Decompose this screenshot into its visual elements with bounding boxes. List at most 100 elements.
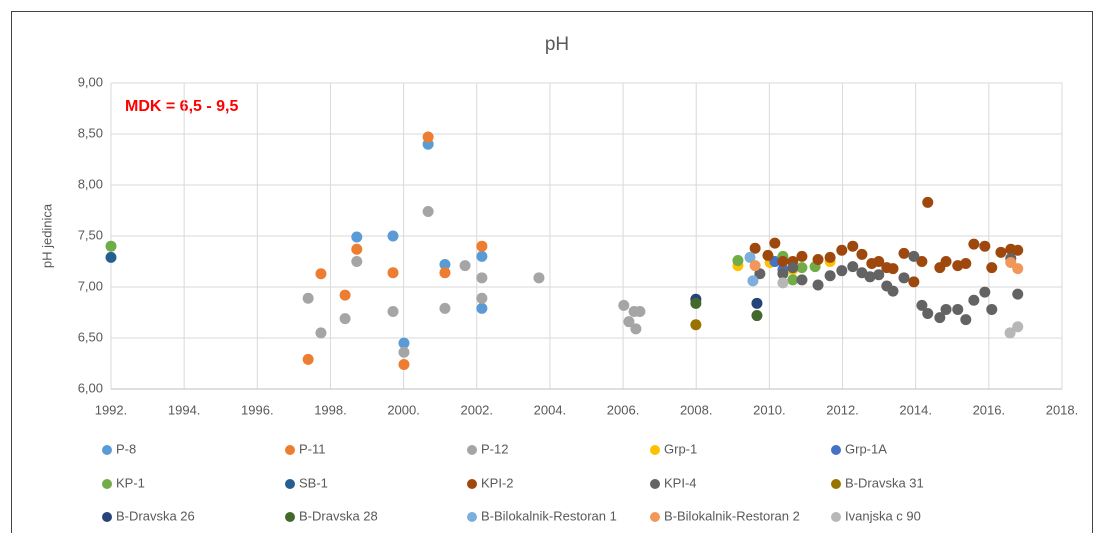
point — [422, 206, 434, 218]
point — [922, 308, 934, 320]
legend-label: B-Dravska 28 — [299, 508, 378, 523]
legend-label: Ivanjska c 90 — [845, 508, 921, 523]
legend-label: P-12 — [481, 441, 508, 456]
point — [777, 268, 789, 280]
point — [749, 242, 761, 254]
point — [916, 299, 928, 311]
x-tick-label: 2008. — [680, 402, 713, 417]
point — [315, 327, 327, 339]
point — [796, 262, 808, 274]
legend-marker — [650, 479, 660, 489]
x-tick-label: 1992. — [95, 402, 128, 417]
point — [940, 303, 952, 315]
point — [398, 337, 410, 349]
point — [339, 313, 351, 325]
legend-marker — [102, 445, 112, 455]
point — [940, 256, 952, 267]
legend-label: KPI-4 — [664, 475, 697, 490]
point — [630, 323, 642, 335]
point — [315, 268, 327, 280]
point — [934, 312, 946, 324]
x-tick-label: 2018. — [1046, 402, 1079, 417]
point — [979, 286, 991, 298]
point — [836, 244, 848, 256]
legend-label: Grp-1 — [664, 441, 697, 456]
legend-label: P-11 — [299, 441, 326, 456]
point — [796, 274, 808, 286]
point — [1004, 327, 1016, 339]
legend-label: KP-1 — [116, 475, 145, 490]
legend-marker — [285, 512, 295, 522]
point — [105, 240, 117, 252]
point — [476, 292, 488, 304]
point — [339, 289, 351, 301]
point — [690, 319, 702, 331]
legend-label: B-Bilokalnik-Restoran 1 — [481, 508, 617, 523]
x-tick-label: 2010. — [753, 402, 786, 417]
point — [898, 247, 910, 259]
annotation: MDK = 6,5 - 9,5 — [125, 98, 238, 115]
point — [1012, 288, 1024, 300]
point — [476, 302, 488, 314]
point — [887, 263, 899, 275]
y-tick-label: 8,00 — [78, 176, 103, 191]
point — [856, 248, 868, 260]
point — [995, 246, 1007, 258]
x-tick-label: 2004. — [534, 402, 567, 417]
point — [960, 314, 972, 326]
point — [824, 251, 836, 263]
point — [439, 267, 451, 279]
point — [459, 260, 471, 272]
point — [873, 269, 885, 281]
point — [747, 275, 759, 287]
legend-label: B-Bilokalnik-Restoran 2 — [664, 508, 800, 523]
point — [777, 256, 789, 267]
legend-marker — [831, 479, 841, 489]
legend-marker — [102, 512, 112, 522]
point — [398, 346, 410, 358]
point — [422, 131, 434, 143]
point — [986, 262, 998, 274]
point — [105, 251, 117, 263]
point — [908, 250, 920, 262]
point — [1005, 257, 1017, 269]
legend-marker — [650, 445, 660, 455]
point — [952, 303, 964, 315]
point — [732, 254, 744, 266]
x-tick-label: 2000. — [387, 402, 420, 417]
x-tick-label: 1996. — [241, 402, 274, 417]
legend-marker — [467, 512, 477, 522]
point — [812, 253, 824, 265]
chart-border — [11, 11, 1093, 533]
legend-marker — [831, 512, 841, 522]
legend-marker — [467, 445, 477, 455]
point — [769, 237, 781, 249]
point — [847, 261, 859, 273]
point — [922, 196, 934, 208]
point — [787, 262, 799, 274]
legend-marker — [831, 445, 841, 455]
point — [824, 270, 836, 282]
legend-marker — [650, 512, 660, 522]
x-tick-label: 2006. — [607, 402, 640, 417]
chart-title: pH — [545, 34, 569, 55]
point — [796, 250, 808, 262]
point — [749, 260, 761, 272]
point — [986, 303, 998, 315]
point — [762, 249, 774, 261]
point — [476, 272, 488, 284]
point — [618, 299, 630, 311]
y-tick-label: 6,00 — [78, 380, 103, 395]
legend-label: Grp-1A — [845, 441, 887, 456]
x-tick-label: 2002. — [460, 402, 493, 417]
x-tick-label: 2016. — [973, 402, 1006, 417]
legend-label: B-Dravska 31 — [845, 475, 924, 490]
point — [387, 305, 399, 317]
y-tick-label: 8,50 — [78, 125, 103, 140]
point — [351, 231, 363, 243]
point — [873, 256, 885, 267]
point — [751, 310, 763, 322]
legend-marker — [285, 479, 295, 489]
y-tick-label: 7,50 — [78, 227, 103, 242]
y-tick-label: 9,00 — [78, 74, 103, 89]
